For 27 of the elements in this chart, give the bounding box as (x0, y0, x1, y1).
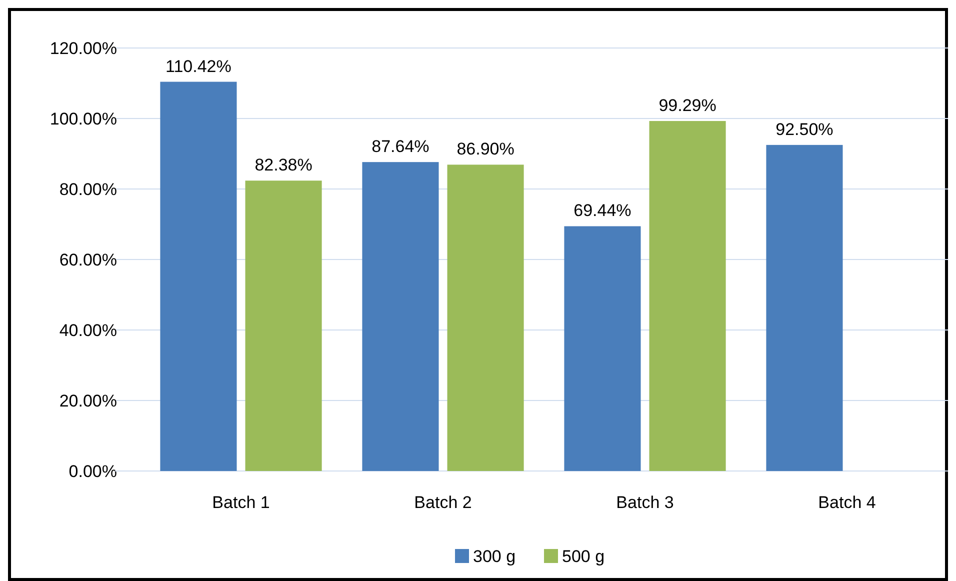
x-tick-label: Batch 3 (616, 493, 674, 512)
data-label: 86.90% (456, 140, 514, 159)
y-tick-label: 20.00% (59, 391, 117, 410)
y-tick-label: 100.00% (50, 109, 117, 128)
data-label: 82.38% (254, 156, 312, 175)
bar (245, 180, 322, 471)
data-label: 69.44% (574, 201, 632, 220)
bar (447, 164, 524, 471)
y-tick-label: 0.00% (68, 462, 117, 481)
bar (564, 226, 641, 471)
bar (649, 121, 726, 471)
y-tick-label: 120.00% (50, 38, 117, 58)
bar (362, 162, 439, 471)
x-tick-label: Batch 2 (414, 493, 472, 512)
data-label: 92.50% (776, 120, 834, 139)
data-label: 99.29% (658, 96, 716, 116)
y-tick-label: 80.00% (59, 180, 117, 199)
bar (766, 144, 843, 471)
y-tick-label: 40.00% (59, 320, 117, 340)
x-tick-label: Batch 4 (818, 493, 876, 512)
y-tick-label: 60.00% (59, 250, 117, 270)
data-label: 110.42% (166, 56, 232, 76)
legend-label: 500 g (562, 546, 605, 566)
legend-label: 300 g (473, 546, 516, 566)
data-label: 87.64% (372, 137, 430, 156)
x-tick-label: Batch 1 (212, 493, 270, 512)
bar (160, 82, 237, 471)
